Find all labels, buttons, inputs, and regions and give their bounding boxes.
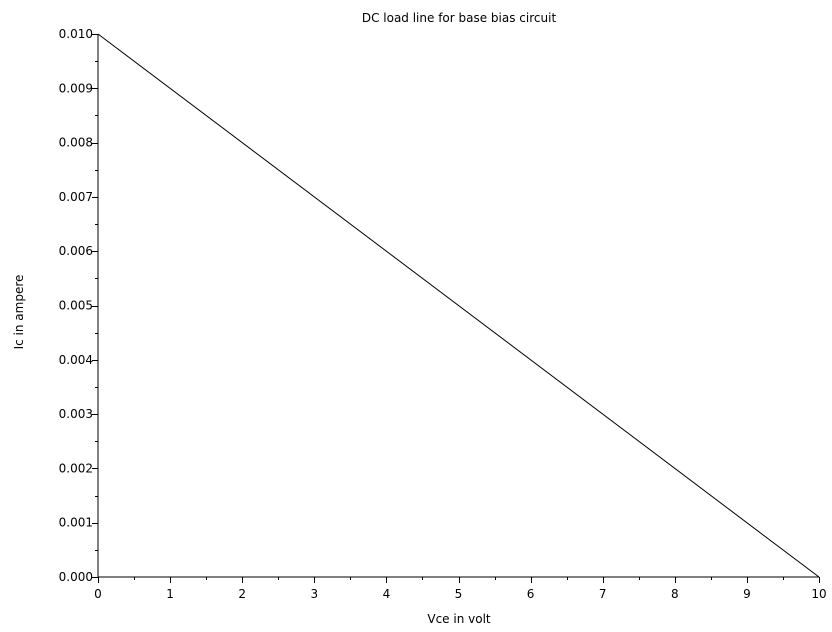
plot-area: 0 1 2 3 4 5 6 7 8 9 10 0.000 0.001 0.002 0.003 0.004 0.0… [59,27,827,601]
x-axis-label: Vce in volt [427,612,491,626]
y-tick-label: 0.000 [59,570,93,584]
x-tick-label: 2 [238,587,246,601]
y-tick-label: 0.009 [59,81,93,95]
x-tick-label: 6 [527,587,535,601]
y-tick-label: 0.010 [59,27,93,41]
y-tick-label: 0.003 [59,407,93,421]
x-tick-label: 8 [671,587,679,601]
y-tick-label: 0.007 [59,190,93,204]
y-tick-label: 0.005 [59,299,93,313]
y-tick-label: 0.001 [59,516,93,530]
load-line [97,33,820,578]
y-tick-label: 0.004 [59,353,93,367]
x-tick-label: 3 [310,587,318,601]
y-axis-label: Ic in ampere [12,275,26,350]
chart-title: DC load line for base bias circuit [362,11,557,25]
x-tick-label: 4 [383,587,391,601]
y-tick-label: 0.002 [59,461,93,475]
x-tick-label: 7 [599,587,607,601]
x-tick-label: 9 [743,587,751,601]
y-tick-label: 0.008 [59,136,93,150]
x-tick-label: 1 [166,587,174,601]
x-tick-label: 5 [455,587,463,601]
x-tick-label: 10 [811,587,826,601]
y-tick-label: 0.006 [59,244,93,258]
x-tick-label: 0 [94,587,102,601]
